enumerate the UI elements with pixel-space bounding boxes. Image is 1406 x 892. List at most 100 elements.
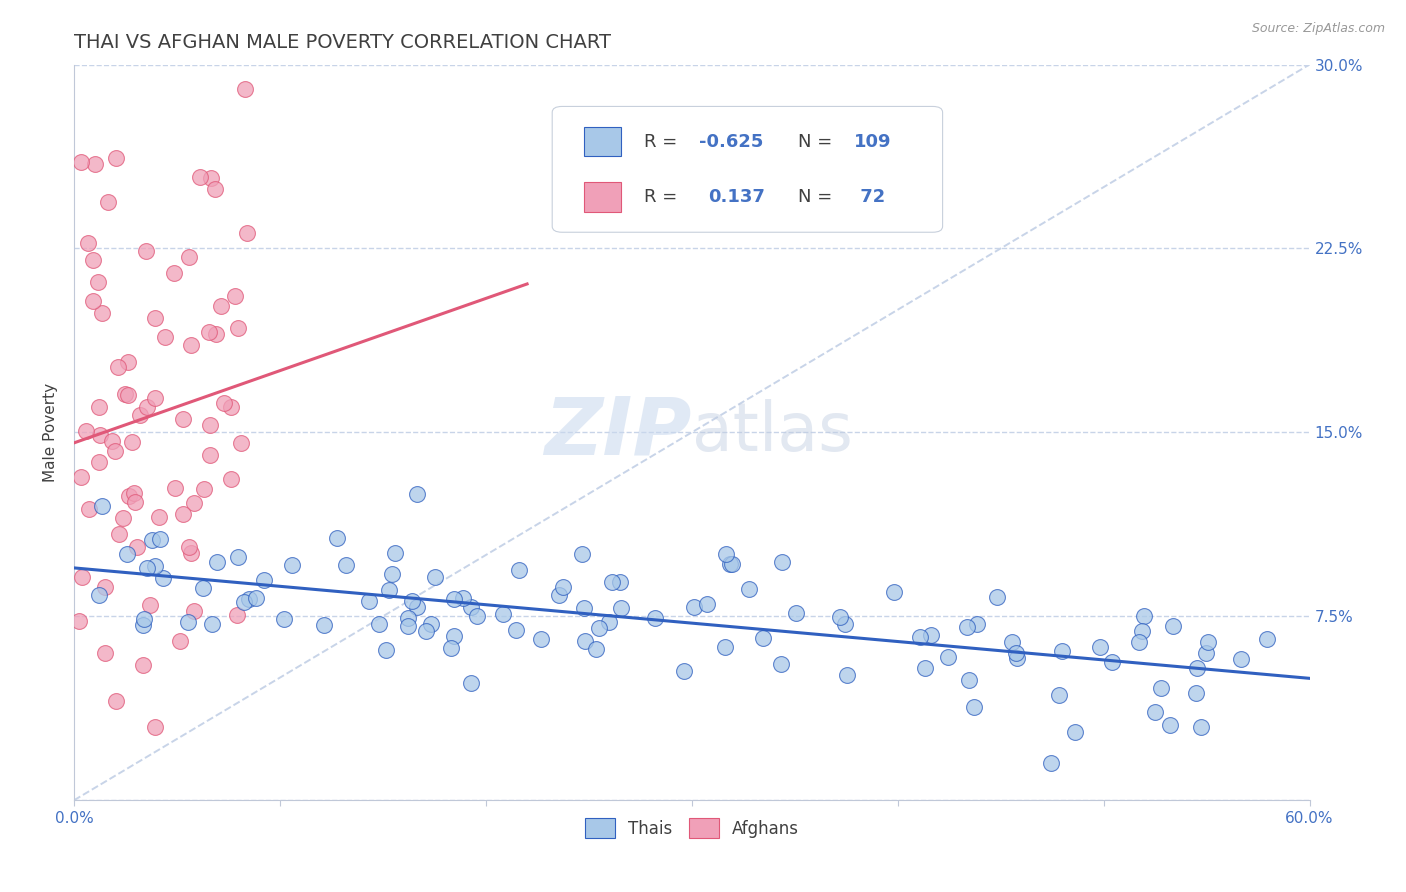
Point	[226, 549, 249, 564]
Point	[209, 299, 232, 313]
Point	[172, 507, 194, 521]
Text: THAI VS AFGHAN MALE POVERTY CORRELATION CHART: THAI VS AFGHAN MALE POVERTY CORRELATION …	[75, 33, 612, 52]
Point	[90, 499, 112, 513]
Point	[226, 321, 249, 335]
Point	[124, 485, 146, 500]
Point	[236, 226, 259, 240]
Point	[183, 604, 205, 618]
Point	[312, 618, 335, 632]
Point	[1197, 635, 1219, 649]
Point	[406, 486, 429, 500]
Point	[200, 418, 222, 433]
Point	[406, 599, 429, 614]
Point	[547, 588, 569, 602]
Point	[70, 570, 93, 584]
Point	[335, 558, 357, 572]
Point	[135, 244, 157, 259]
Point	[132, 617, 155, 632]
Point	[117, 388, 139, 402]
Point	[108, 527, 131, 541]
Point	[153, 329, 176, 343]
Point	[148, 510, 170, 524]
Text: R =: R =	[644, 133, 683, 151]
Point	[238, 592, 260, 607]
Point	[87, 588, 110, 602]
FancyBboxPatch shape	[585, 182, 621, 211]
Point	[149, 532, 172, 546]
Point	[367, 616, 389, 631]
Point	[205, 327, 228, 342]
Point	[162, 266, 184, 280]
Point	[423, 570, 446, 584]
Point	[83, 157, 105, 171]
Point	[90, 306, 112, 320]
Point	[738, 582, 761, 596]
Point	[914, 661, 936, 675]
Point	[673, 665, 696, 679]
Point	[169, 634, 191, 648]
Point	[253, 574, 276, 588]
Point	[104, 443, 127, 458]
Point	[132, 657, 155, 672]
Point	[574, 634, 596, 648]
Point	[837, 667, 859, 681]
Point	[440, 641, 463, 656]
Text: N =: N =	[799, 188, 838, 206]
Point	[201, 617, 224, 632]
Point	[124, 495, 146, 509]
Point	[107, 360, 129, 375]
Point	[683, 600, 706, 615]
Point	[585, 641, 607, 656]
Point	[571, 548, 593, 562]
Text: N =: N =	[799, 133, 838, 151]
Point	[152, 571, 174, 585]
Point	[963, 700, 986, 714]
Point	[770, 556, 793, 570]
Point	[89, 455, 111, 469]
Point	[443, 629, 465, 643]
Point	[165, 481, 187, 495]
Point	[357, 594, 380, 608]
Point	[491, 607, 513, 621]
Point	[1159, 718, 1181, 732]
Point	[460, 676, 482, 690]
Point	[465, 608, 488, 623]
Point	[1047, 688, 1070, 702]
Point	[1004, 646, 1026, 660]
Point	[609, 574, 631, 589]
Point	[1150, 681, 1173, 695]
Point	[830, 610, 852, 624]
Point	[956, 619, 979, 633]
Point	[143, 720, 166, 734]
Point	[179, 251, 201, 265]
Point	[451, 591, 474, 605]
Point	[610, 601, 633, 615]
Y-axis label: Male Poverty: Male Poverty	[44, 383, 58, 482]
Point	[505, 623, 527, 637]
Point	[101, 434, 124, 449]
Point	[378, 582, 401, 597]
Point	[281, 558, 304, 572]
Point	[720, 557, 742, 571]
Point	[1064, 725, 1087, 739]
Point	[326, 532, 349, 546]
Point	[1050, 644, 1073, 658]
Point	[920, 627, 942, 641]
Point	[381, 567, 404, 582]
Point	[1161, 619, 1184, 633]
Point	[97, 194, 120, 209]
Point	[936, 650, 959, 665]
Point	[94, 580, 117, 594]
Point	[198, 325, 221, 339]
Point	[574, 600, 596, 615]
Text: Source: ZipAtlas.com: Source: ZipAtlas.com	[1251, 22, 1385, 36]
Point	[233, 82, 256, 96]
Point	[180, 338, 202, 352]
Point	[219, 400, 242, 414]
Point	[177, 540, 200, 554]
Point	[117, 355, 139, 369]
Point	[696, 597, 718, 611]
Point	[143, 558, 166, 573]
Point	[1132, 609, 1154, 624]
Point	[1144, 705, 1167, 719]
